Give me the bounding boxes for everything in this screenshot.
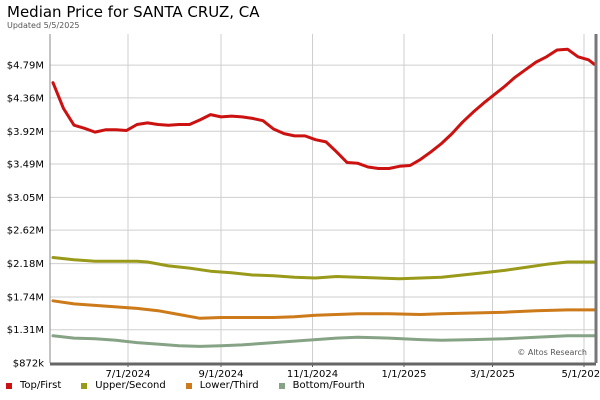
- legend-item: Lower/Third: [185, 380, 259, 391]
- legend-swatch: [278, 382, 285, 389]
- y-tick-label: $3.92M: [7, 127, 44, 138]
- x-tick-label: 7/1/2024: [106, 369, 151, 380]
- axes: [49, 34, 598, 367]
- series-line-lower-third: [51, 299, 596, 320]
- legend-label: Bottom/Fourth: [292, 380, 365, 391]
- legend-label: Lower/Third: [199, 380, 259, 391]
- x-tick-labels: 7/1/2024 9/1/2024 11/1/2024 1/1/2025 3/1/202…: [106, 369, 600, 380]
- legend-item: Upper/Second: [81, 380, 166, 391]
- legend-swatch: [6, 382, 12, 389]
- x-tick-label: 11/1/2024: [287, 369, 338, 380]
- y-tick-label: $3.05M: [7, 193, 44, 204]
- y-tick-label: $2.62M: [7, 226, 44, 237]
- legend-swatch: [185, 382, 192, 389]
- y-tick-label: $872k: [13, 359, 44, 370]
- series-lines: [51, 47, 596, 348]
- x-tick-label: 3/1/2025: [470, 369, 515, 380]
- legend-item: Top/First: [6, 380, 61, 391]
- legend: Top/First Upper/Second Lower/Third Bottom/F…: [6, 380, 385, 391]
- y-tick-labels: $872k $1.31M $1.74M $2.18M $2.62M $3.05M $3.49…: [7, 61, 44, 370]
- series-line-top-first: [51, 47, 596, 170]
- watermark-text: © Altos Research: [517, 348, 587, 357]
- x-tick-label: 9/1/2024: [199, 369, 244, 380]
- y-tick-label: $4.36M: [7, 93, 44, 104]
- gridlines: [50, 34, 596, 363]
- legend-label: Upper/Second: [95, 380, 166, 391]
- y-tick-label: $4.79M: [7, 61, 44, 72]
- series-line-upper-second: [51, 256, 596, 281]
- x-tick-label: 5/1/2025: [562, 369, 600, 380]
- y-tick-label: $1.31M: [7, 325, 44, 336]
- legend-item: Bottom/Fourth: [278, 380, 365, 391]
- y-tick-label: $2.18M: [7, 259, 44, 270]
- y-tick-label: $3.49M: [7, 159, 44, 170]
- legend-label: Top/First: [20, 380, 62, 391]
- legend-swatch: [81, 382, 88, 389]
- x-tick-label: 1/1/2025: [382, 369, 427, 380]
- chart-title: Median Price for SANTA CRUZ, CA: [7, 3, 260, 21]
- y-tick-label: $1.74M: [7, 293, 44, 304]
- series-line-bottom-fourth: [51, 334, 596, 348]
- chart-updated-date: Updated 5/5/2025: [7, 21, 80, 30]
